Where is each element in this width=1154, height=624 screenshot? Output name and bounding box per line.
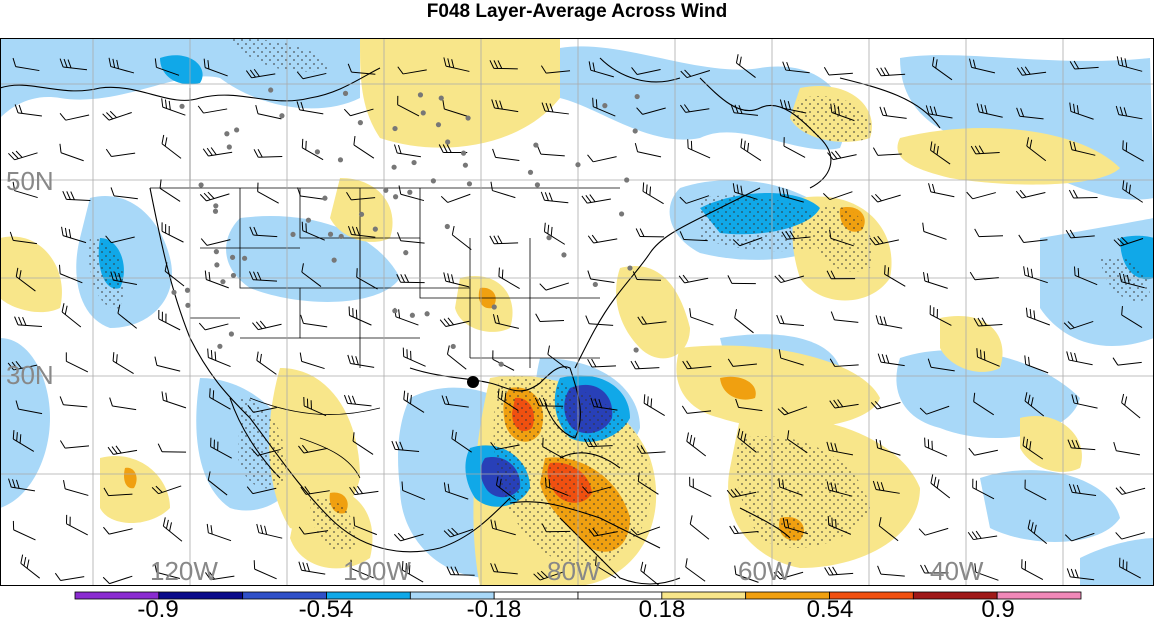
- station-dot: [392, 126, 397, 131]
- station-dot: [439, 95, 444, 100]
- station-dot: [410, 313, 415, 318]
- station-dot: [217, 344, 222, 349]
- station-dot: [619, 211, 624, 216]
- station-dot: [535, 182, 540, 187]
- station-dot: [463, 163, 468, 168]
- station-dot: [290, 232, 295, 237]
- station-dot: [229, 331, 234, 336]
- lat-label-50n: 50N: [6, 166, 54, 197]
- map-title: F048 Layer-Average Across Wind: [0, 0, 1154, 24]
- station-dot: [492, 304, 497, 309]
- station-dot: [528, 170, 533, 175]
- station-dot: [467, 181, 472, 186]
- colorbar-label: -0.54: [299, 596, 354, 624]
- lat-label-30n: 30N: [6, 360, 54, 391]
- station-dot: [575, 162, 580, 167]
- colorbar-label: 0.18: [639, 596, 686, 624]
- station-dot: [624, 177, 629, 182]
- station-dot: [171, 290, 176, 295]
- station-dot: [465, 115, 470, 120]
- station-dot: [214, 262, 219, 267]
- station-dot: [403, 250, 408, 255]
- colorbar: [74, 591, 1082, 600]
- station-dot: [424, 311, 429, 316]
- station-dot: [561, 252, 566, 257]
- highlighted-station-marker: [467, 376, 479, 388]
- station-dot: [499, 362, 504, 367]
- station-dot: [421, 110, 426, 115]
- station-dot: [339, 234, 344, 239]
- station-dot: [185, 303, 190, 308]
- station-dot: [393, 194, 398, 199]
- lon-label-40w: 40W: [930, 556, 983, 587]
- station-dot: [214, 249, 219, 254]
- station-dot: [231, 273, 236, 278]
- colorbar-label: 0.9: [981, 596, 1014, 624]
- station-dot: [359, 212, 364, 217]
- station-dot: [546, 235, 551, 240]
- station-dot: [306, 218, 311, 223]
- station-dot: [338, 157, 343, 162]
- weather-map: [0, 38, 1154, 586]
- station-dot: [179, 104, 184, 109]
- station-dot: [332, 258, 337, 263]
- station-dot: [328, 232, 333, 237]
- station-dot: [315, 149, 320, 154]
- station-dot: [213, 203, 218, 208]
- station-dot: [635, 94, 640, 99]
- station-dot: [418, 92, 423, 97]
- station-dot: [461, 151, 466, 156]
- station-dot: [227, 144, 232, 149]
- station-dot: [445, 139, 450, 144]
- station-dot: [383, 188, 388, 193]
- lon-label-120w: 120W: [150, 556, 218, 587]
- station-dot: [358, 120, 363, 125]
- station-dot: [322, 196, 327, 201]
- station-dot: [373, 227, 378, 232]
- colorbar-label: -0.9: [137, 596, 178, 624]
- lon-label-80w: 80W: [547, 556, 600, 587]
- station-dot: [279, 113, 284, 118]
- station-dot: [343, 91, 348, 96]
- station-dot: [431, 178, 436, 183]
- station-dot: [220, 279, 225, 284]
- station-dot: [627, 265, 632, 270]
- station-dot: [451, 344, 456, 349]
- station-dot: [185, 288, 190, 293]
- station-dot: [407, 190, 412, 195]
- station-dot: [593, 282, 598, 287]
- station-dot: [633, 128, 638, 133]
- station-dot: [213, 209, 218, 214]
- station-dot: [436, 122, 441, 127]
- station-dot: [411, 160, 416, 165]
- colorbar-label: -0.18: [467, 596, 522, 624]
- station-dot: [230, 255, 235, 260]
- lon-label-60w: 60W: [738, 556, 791, 587]
- station-dot: [391, 165, 396, 170]
- station-dot: [198, 182, 203, 187]
- station-dot: [268, 87, 273, 92]
- lon-label-100w: 100W: [343, 556, 411, 587]
- station-dot: [224, 131, 229, 136]
- colorbar-label: 0.54: [807, 596, 854, 624]
- station-dot: [392, 308, 397, 313]
- station-dot: [634, 347, 639, 352]
- station-dot: [242, 256, 247, 261]
- station-dot: [234, 127, 239, 132]
- station-dot: [602, 103, 607, 108]
- station-dot: [445, 224, 450, 229]
- station-dot: [533, 142, 538, 147]
